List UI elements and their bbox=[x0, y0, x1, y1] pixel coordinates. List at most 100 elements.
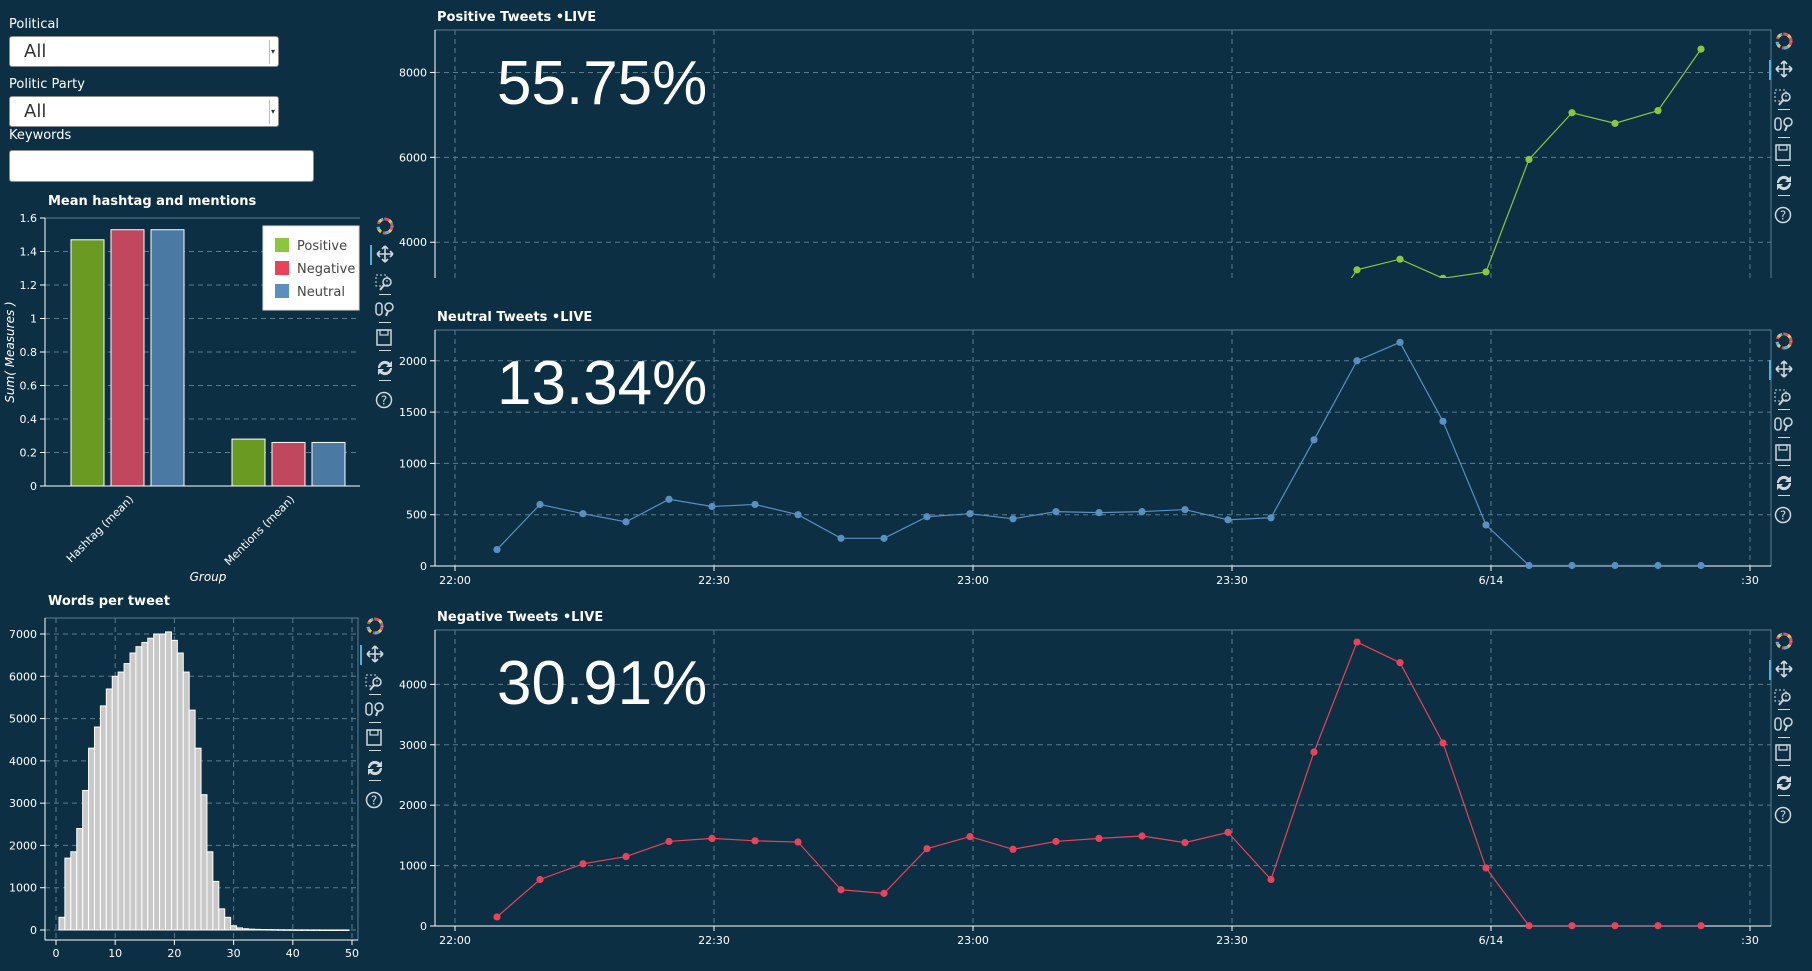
hist-bar bbox=[170, 639, 178, 931]
mean-bar bbox=[231, 438, 266, 487]
pan-icon[interactable] bbox=[1772, 658, 1796, 680]
reset-icon[interactable] bbox=[1772, 172, 1796, 194]
box-zoom-icon[interactable] bbox=[1772, 86, 1796, 108]
box-zoom-icon[interactable] bbox=[373, 271, 397, 293]
positive-chart: 22:0022:3023:0023:306/14:300200040006000… bbox=[399, 29, 1772, 278]
hist-bar bbox=[147, 637, 155, 931]
hist-bar bbox=[93, 726, 101, 931]
pan-icon[interactable] bbox=[1772, 358, 1796, 380]
negative-y-tick-label: 2000 bbox=[399, 799, 427, 812]
save-icon[interactable] bbox=[363, 727, 387, 749]
neutral-data-point bbox=[966, 510, 974, 518]
reset-icon[interactable] bbox=[1772, 472, 1796, 494]
box-zoom-icon[interactable] bbox=[1772, 686, 1796, 708]
toolbar-separator bbox=[369, 722, 381, 723]
hist-bar bbox=[307, 929, 315, 931]
bokeh-logo-icon bbox=[1772, 330, 1796, 352]
negative-percent: 30.91% bbox=[497, 649, 708, 718]
wheel-zoom-icon[interactable] bbox=[363, 699, 387, 721]
save-icon[interactable] bbox=[373, 327, 397, 349]
neutral-data-point bbox=[1396, 338, 1404, 346]
negative-data-point bbox=[1224, 828, 1232, 836]
negative-data-point bbox=[1009, 845, 1017, 853]
mean-y-tick-label: 1 bbox=[30, 313, 37, 326]
hist-y-tick-label: 5000 bbox=[9, 713, 37, 726]
negative-x-tick-label: 23:30 bbox=[1216, 934, 1248, 947]
reset-icon[interactable] bbox=[373, 357, 397, 379]
box-zoom-icon[interactable] bbox=[1772, 386, 1796, 408]
hist-bar bbox=[153, 633, 161, 931]
positive-data-point bbox=[1482, 268, 1490, 276]
party-select[interactable]: All ▾ bbox=[9, 96, 279, 127]
negative-data-point bbox=[1095, 834, 1103, 843]
hist-bar bbox=[129, 652, 137, 931]
pan-icon[interactable] bbox=[1772, 58, 1796, 80]
hist-chart: 0 10 20 30 40 50 0 1000 2000 3000 4000 5000 6000 7000 bbox=[9, 617, 359, 960]
positive-data-point bbox=[1396, 255, 1404, 263]
toolbar-separator bbox=[379, 322, 391, 323]
wheel-zoom-icon[interactable] bbox=[373, 299, 397, 321]
hist-bar bbox=[88, 747, 95, 931]
svg-text:?: ? bbox=[1780, 209, 1786, 223]
help-icon[interactable]: ? bbox=[363, 789, 387, 811]
bokeh-logo-icon bbox=[363, 615, 387, 637]
wheel-zoom-icon[interactable] bbox=[1772, 714, 1796, 736]
toolbar-separator bbox=[1778, 709, 1790, 710]
help-icon[interactable]: ? bbox=[373, 389, 397, 411]
negative-data-point bbox=[579, 860, 587, 868]
neutral-y-tick-label: 500 bbox=[406, 509, 427, 522]
active-tool-indicator bbox=[1769, 60, 1771, 80]
neutral-data-point bbox=[1267, 514, 1275, 522]
neutral-data-point bbox=[1138, 508, 1146, 516]
mean-y-tick-label: 0.2 bbox=[20, 447, 38, 460]
save-icon[interactable] bbox=[1772, 142, 1796, 164]
hist-bar bbox=[236, 927, 243, 931]
neutral-x-tick-label: 23:00 bbox=[957, 574, 989, 587]
toolbar-separator bbox=[1778, 195, 1790, 196]
hist-bar bbox=[212, 880, 220, 931]
mean-bar bbox=[311, 441, 346, 487]
hist-bar bbox=[188, 709, 196, 931]
hist-bar bbox=[64, 857, 72, 931]
negative-data-point bbox=[708, 834, 716, 843]
neutral-data-point bbox=[665, 495, 673, 503]
reset-icon[interactable] bbox=[363, 757, 387, 779]
hist-bar bbox=[82, 789, 90, 931]
save-icon[interactable] bbox=[1772, 442, 1796, 464]
toolbar-separator bbox=[1778, 409, 1790, 410]
help-icon[interactable]: ? bbox=[1772, 504, 1796, 526]
toolbar-separator bbox=[369, 750, 381, 751]
wheel-zoom-icon[interactable] bbox=[1772, 414, 1796, 436]
neutral-chart-title: Neutral Tweets •LIVE bbox=[437, 310, 593, 325]
hist-bar bbox=[105, 688, 113, 931]
hist-bar bbox=[313, 929, 320, 931]
hist-x-tick-label: 40 bbox=[286, 947, 300, 960]
hist-y-tick-label: 7000 bbox=[9, 628, 37, 641]
wheel-zoom-icon[interactable] bbox=[1772, 114, 1796, 136]
mean-y-tick-label: 0.4 bbox=[20, 413, 38, 426]
hist-bar bbox=[265, 929, 273, 931]
hist-bar bbox=[336, 929, 344, 931]
pan-icon[interactable] bbox=[363, 643, 387, 665]
political-select[interactable]: All ▾ bbox=[9, 36, 279, 67]
toolbar-separator bbox=[1778, 437, 1790, 438]
save-icon[interactable] bbox=[1772, 742, 1796, 764]
mean-y-axis-label: Sum( Measures ) bbox=[3, 301, 17, 402]
mean-x-tick-label: Hashtag (mean) bbox=[64, 493, 136, 565]
negative-chart: 22:00 22:30 23:00 23:30 6/14:30 0 1000 2000 3000… bbox=[399, 629, 1772, 947]
hist-bar bbox=[99, 705, 107, 931]
neutral-data-point bbox=[1697, 561, 1705, 570]
neutral-data-point bbox=[579, 510, 587, 518]
box-zoom-icon[interactable] bbox=[363, 671, 387, 693]
hist-bar bbox=[176, 652, 184, 931]
chevron-down-icon: ▾ bbox=[269, 100, 276, 124]
neutral-data-point bbox=[1181, 505, 1189, 514]
reset-icon[interactable] bbox=[1772, 772, 1796, 794]
negative-data-point bbox=[1353, 638, 1361, 646]
pan-icon[interactable] bbox=[373, 243, 397, 265]
help-icon[interactable]: ? bbox=[1772, 804, 1796, 826]
negative-data-point bbox=[1310, 748, 1318, 756]
keywords-input[interactable] bbox=[9, 150, 314, 182]
help-icon[interactable]: ? bbox=[1772, 204, 1796, 226]
hist-bar bbox=[117, 671, 125, 931]
